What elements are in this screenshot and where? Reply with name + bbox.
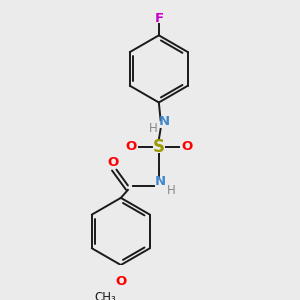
Text: O: O — [107, 156, 118, 169]
Text: H: H — [167, 184, 176, 197]
Text: O: O — [125, 140, 136, 153]
Text: N: N — [159, 116, 170, 128]
Text: O: O — [115, 275, 127, 288]
Text: N: N — [155, 176, 166, 188]
Text: CH₃: CH₃ — [94, 291, 116, 300]
Text: S: S — [153, 138, 165, 156]
Text: F: F — [154, 12, 164, 25]
Text: H: H — [149, 122, 158, 136]
Text: O: O — [182, 140, 193, 153]
